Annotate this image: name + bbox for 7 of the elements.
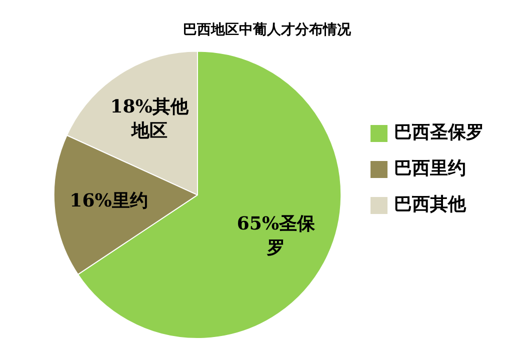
chart-title: 巴西地区中葡人才分布情况 [183,22,352,38]
legend-label: 巴西里约 [394,158,466,180]
legend-label: 巴西圣保罗 [394,122,484,144]
data-label: 18%其他地区 [110,96,190,142]
data-label: 65%圣保罗 [236,214,316,259]
legend-label: 巴西其他 [394,194,467,216]
data-label: 16%里约 [70,190,148,212]
